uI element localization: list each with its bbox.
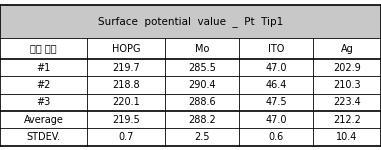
Text: 0.7: 0.7	[118, 132, 134, 142]
Bar	[0, 4, 381, 38]
Text: Ag: Ag	[341, 44, 354, 54]
Text: 2.5: 2.5	[194, 132, 210, 142]
Text: 220.1: 220.1	[112, 97, 140, 107]
Text: 288.6: 288.6	[188, 97, 216, 107]
Text: 0.6: 0.6	[269, 132, 284, 142]
Bar	[0, 128, 381, 146]
Text: 219.5: 219.5	[112, 115, 140, 124]
Text: 212.2: 212.2	[333, 115, 361, 124]
Text: 290.4: 290.4	[188, 80, 216, 90]
Bar	[0, 94, 381, 111]
Text: HOPG: HOPG	[112, 44, 140, 54]
Text: 223.4: 223.4	[333, 97, 361, 107]
Text: STDEV.: STDEV.	[26, 132, 61, 142]
Text: 210.3: 210.3	[333, 80, 361, 90]
Text: 285.5: 285.5	[188, 63, 216, 73]
Text: 288.2: 288.2	[188, 115, 216, 124]
Text: 219.7: 219.7	[112, 63, 140, 73]
Text: Average: Average	[24, 115, 63, 124]
Text: Surface  potential  value  _  Pt  Tip1: Surface potential value _ Pt Tip1	[98, 16, 283, 27]
Text: #1: #1	[36, 63, 51, 73]
Text: 202.9: 202.9	[333, 63, 361, 73]
Text: Mo: Mo	[195, 44, 209, 54]
Bar	[0, 38, 381, 59]
Bar	[0, 59, 381, 76]
Text: 47.0: 47.0	[266, 115, 287, 124]
Text: 218.8: 218.8	[112, 80, 140, 90]
Text: #3: #3	[36, 97, 51, 107]
Text: 측정 위치: 측정 위치	[30, 44, 57, 54]
Text: 47.5: 47.5	[266, 97, 287, 107]
Text: ITO: ITO	[268, 44, 284, 54]
Bar	[0, 111, 381, 128]
Text: 47.0: 47.0	[266, 63, 287, 73]
Text: 46.4: 46.4	[266, 80, 287, 90]
Text: #2: #2	[36, 80, 51, 90]
Text: 10.4: 10.4	[336, 132, 358, 142]
Bar	[0, 76, 381, 94]
